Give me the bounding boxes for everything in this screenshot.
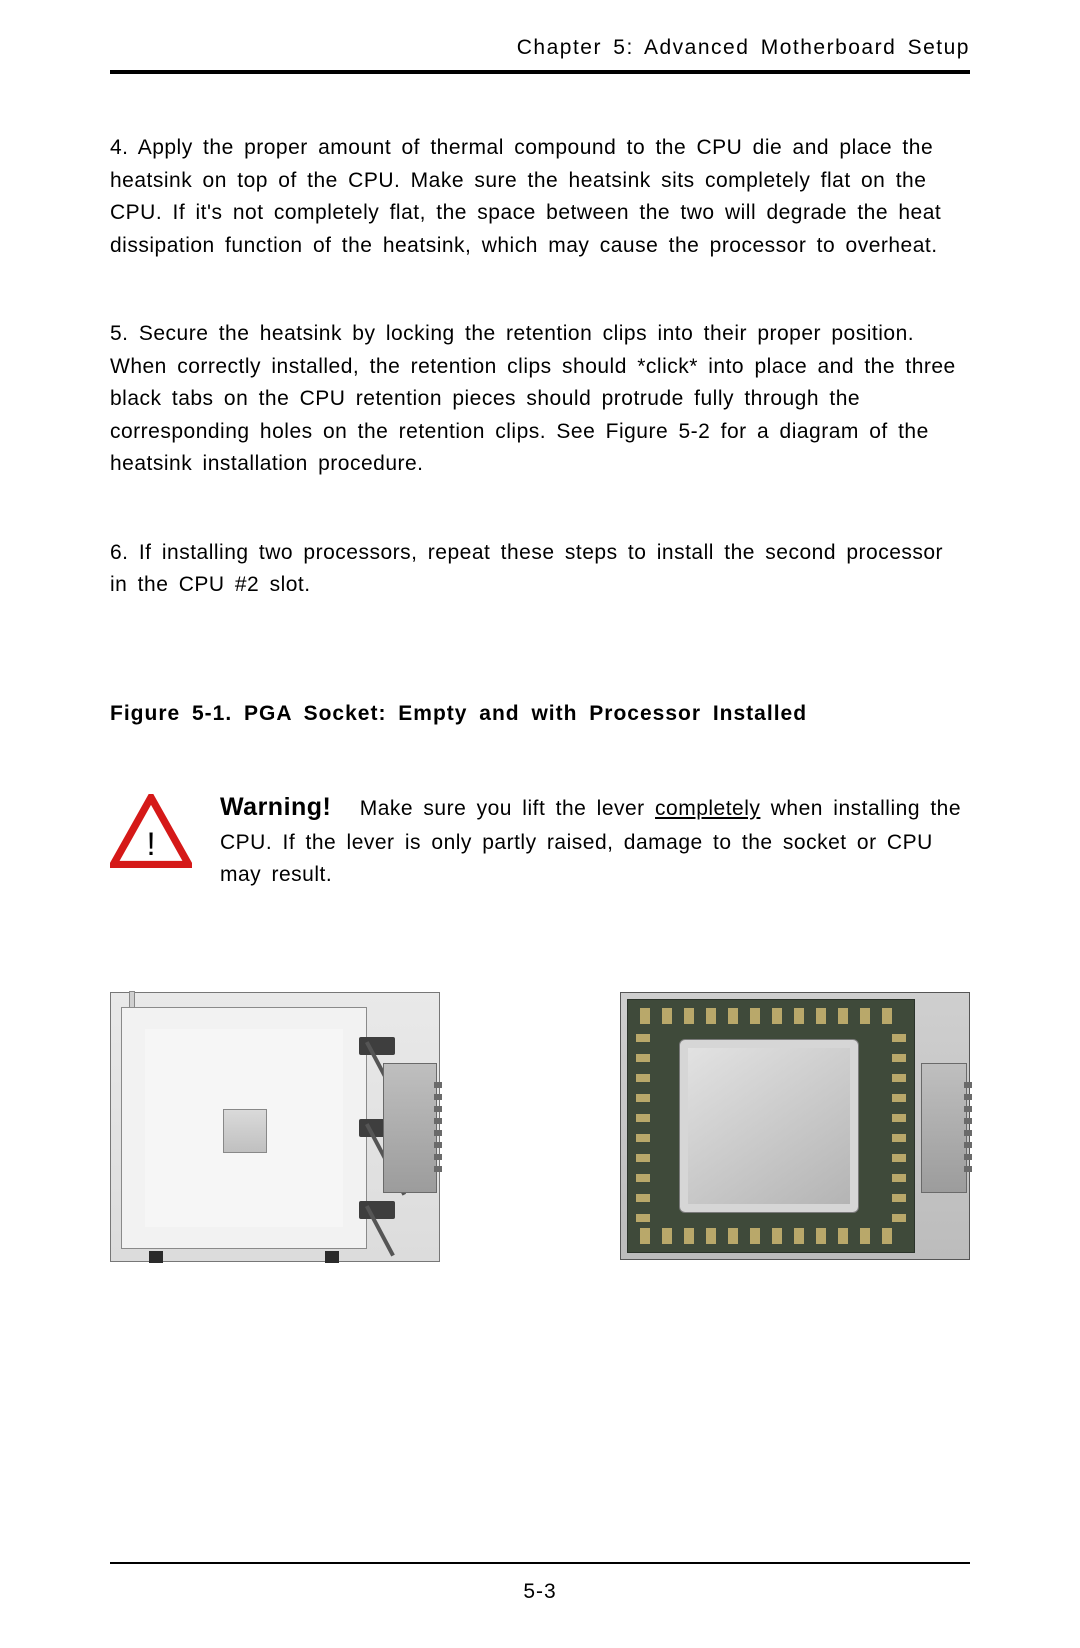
mount-foot [325,1251,339,1263]
mount-foot [149,1251,163,1263]
figure-installed-cpu [620,992,970,1262]
warning-text-underlined: completely [655,797,760,820]
figure-images-row [110,992,970,1262]
warning-text-before: Make sure you lift the lever [360,797,655,820]
socket-center-key [223,1109,267,1153]
warning-triangle-icon: ! [110,794,192,868]
installed-cpu-illustration [620,992,970,1260]
side-connector-module [921,1063,967,1193]
warning-block: ! Warning! Make sure you lift the lever … [110,788,970,892]
retention-tab [359,1201,395,1219]
warning-exclamation: ! [146,825,155,862]
header-rule [110,70,970,74]
step-5-paragraph: 5. Secure the heatsink by locking the re… [110,318,970,481]
retention-tab [359,1037,395,1055]
side-connector-module [383,1063,437,1193]
document-page: Chapter 5: Advanced Motherboard Setup 4.… [0,0,1080,1648]
figure-empty-socket [110,992,440,1262]
warning-text: Warning! Make sure you lift the lever co… [220,788,970,892]
smd-components-col [892,1030,906,1222]
smd-components-row [640,1008,902,1024]
page-number: 5-3 [0,1580,1080,1604]
cpu-heat-spreader [679,1039,859,1213]
footer-rule [110,1562,970,1564]
empty-socket-illustration [110,992,440,1262]
step-6-paragraph: 6. If installing two processors, repeat … [110,537,970,602]
step-4-paragraph: 4. Apply the proper amount of thermal co… [110,132,970,262]
smd-components-row [640,1228,902,1244]
chapter-header: Chapter 5: Advanced Motherboard Setup [110,36,970,70]
figure-caption: Figure 5-1. PGA Socket: Empty and with P… [110,702,970,726]
warning-label: Warning! [220,793,331,821]
smd-components-col [636,1030,650,1222]
